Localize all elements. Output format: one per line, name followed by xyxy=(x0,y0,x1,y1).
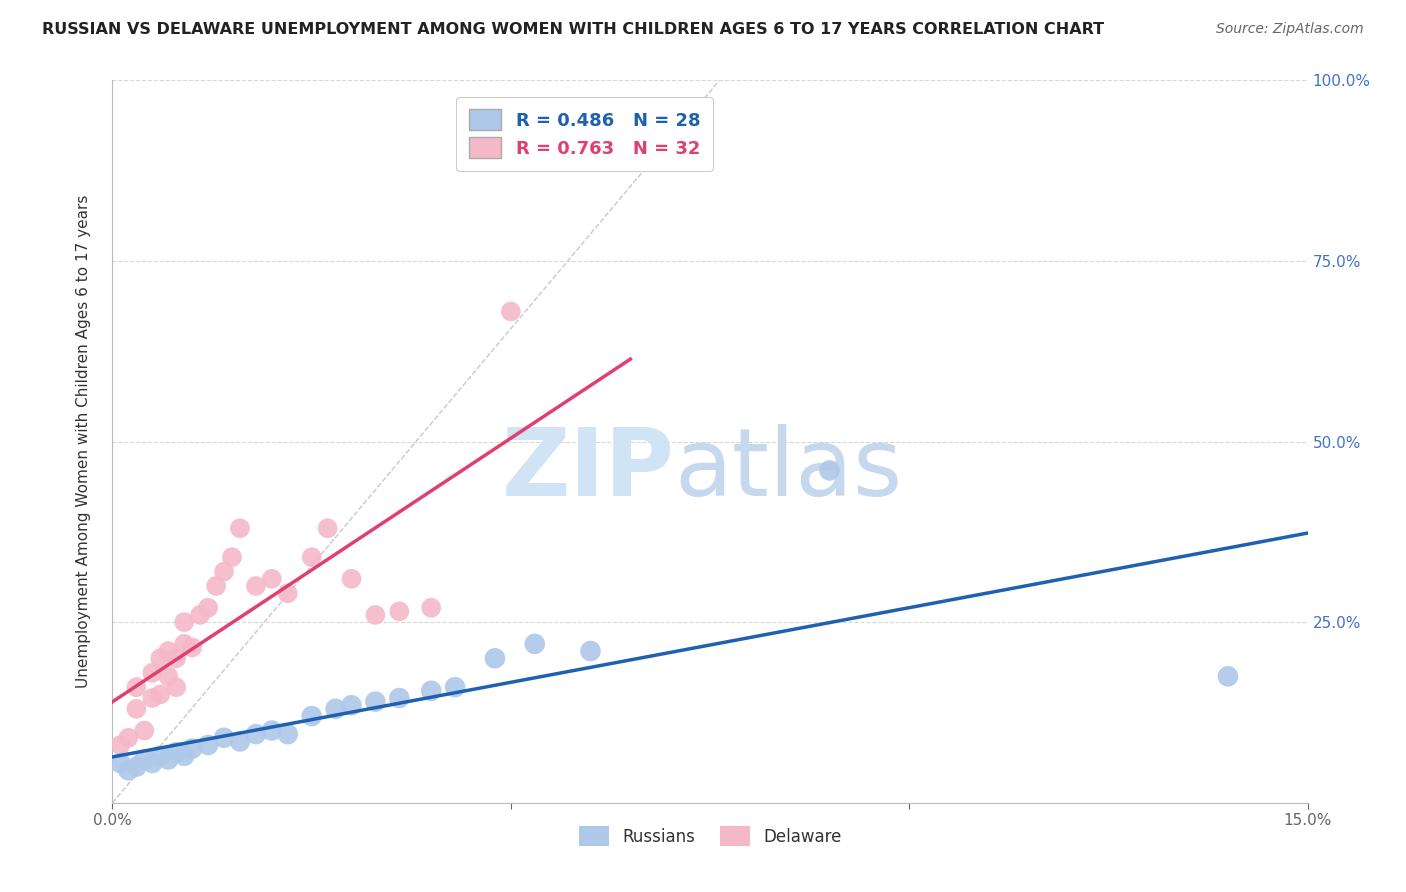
Point xyxy=(157,644,180,658)
Point xyxy=(205,579,228,593)
Point xyxy=(340,698,363,713)
Point xyxy=(364,607,387,622)
Y-axis label: Unemployment Among Women with Children Ages 6 to 17 years: Unemployment Among Women with Children A… xyxy=(76,194,91,689)
Point xyxy=(444,680,467,694)
Point xyxy=(325,702,347,716)
Point xyxy=(173,615,195,630)
Point xyxy=(125,702,148,716)
Point xyxy=(141,756,163,770)
Point xyxy=(117,731,139,745)
Point xyxy=(173,748,195,763)
Point xyxy=(260,572,283,586)
Text: RUSSIAN VS DELAWARE UNEMPLOYMENT AMONG WOMEN WITH CHILDREN AGES 6 TO 17 YEARS CO: RUSSIAN VS DELAWARE UNEMPLOYMENT AMONG W… xyxy=(42,22,1104,37)
Point xyxy=(388,691,411,706)
Point xyxy=(301,709,323,723)
Point xyxy=(134,723,156,738)
Point xyxy=(818,463,841,477)
Point xyxy=(117,764,139,778)
Point xyxy=(212,731,235,745)
Point xyxy=(110,738,132,752)
Point xyxy=(149,748,172,763)
Point xyxy=(301,550,323,565)
Point xyxy=(197,738,219,752)
Point xyxy=(245,727,267,741)
Point xyxy=(149,651,172,665)
Point xyxy=(141,665,163,680)
Text: ZIP: ZIP xyxy=(502,425,675,516)
Point xyxy=(188,607,211,622)
Point xyxy=(277,727,299,741)
Point xyxy=(181,640,204,655)
Point xyxy=(149,687,172,701)
Point xyxy=(165,680,187,694)
Point xyxy=(141,691,163,706)
Text: Source: ZipAtlas.com: Source: ZipAtlas.com xyxy=(1216,22,1364,37)
Point xyxy=(229,521,252,535)
Point xyxy=(212,565,235,579)
Point xyxy=(165,745,187,759)
Point xyxy=(277,586,299,600)
Point xyxy=(157,752,180,766)
Point xyxy=(173,637,195,651)
Point xyxy=(1216,669,1239,683)
Point xyxy=(134,752,156,766)
Point xyxy=(484,651,506,665)
Point xyxy=(499,304,522,318)
Point xyxy=(420,600,443,615)
Point xyxy=(523,637,546,651)
Point xyxy=(181,741,204,756)
Point xyxy=(157,669,180,683)
Point xyxy=(364,695,387,709)
Point xyxy=(420,683,443,698)
Point xyxy=(340,572,363,586)
Point xyxy=(197,600,219,615)
Point xyxy=(221,550,243,565)
Text: atlas: atlas xyxy=(675,425,903,516)
Point xyxy=(388,604,411,618)
Point xyxy=(260,723,283,738)
Legend: Russians, Delaware: Russians, Delaware xyxy=(572,820,848,852)
Point xyxy=(229,734,252,748)
Point xyxy=(165,651,187,665)
Point xyxy=(579,644,602,658)
Point xyxy=(316,521,339,535)
Point xyxy=(125,680,148,694)
Point xyxy=(110,756,132,770)
Point xyxy=(245,579,267,593)
Point xyxy=(125,760,148,774)
